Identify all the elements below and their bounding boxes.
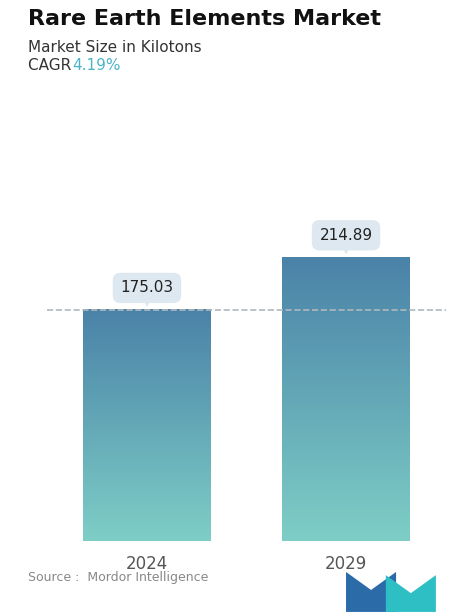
- Text: 175.03: 175.03: [120, 280, 173, 307]
- Polygon shape: [386, 575, 436, 612]
- Text: 214.89: 214.89: [319, 228, 373, 255]
- Text: 4.19%: 4.19%: [72, 58, 120, 73]
- Text: Source :  Mordor Intelligence: Source : Mordor Intelligence: [28, 571, 209, 584]
- Text: Market Size in Kilotons: Market Size in Kilotons: [28, 40, 202, 55]
- Polygon shape: [346, 572, 396, 612]
- Text: Rare Earth Elements Market: Rare Earth Elements Market: [28, 9, 382, 30]
- Text: CAGR: CAGR: [28, 58, 77, 73]
